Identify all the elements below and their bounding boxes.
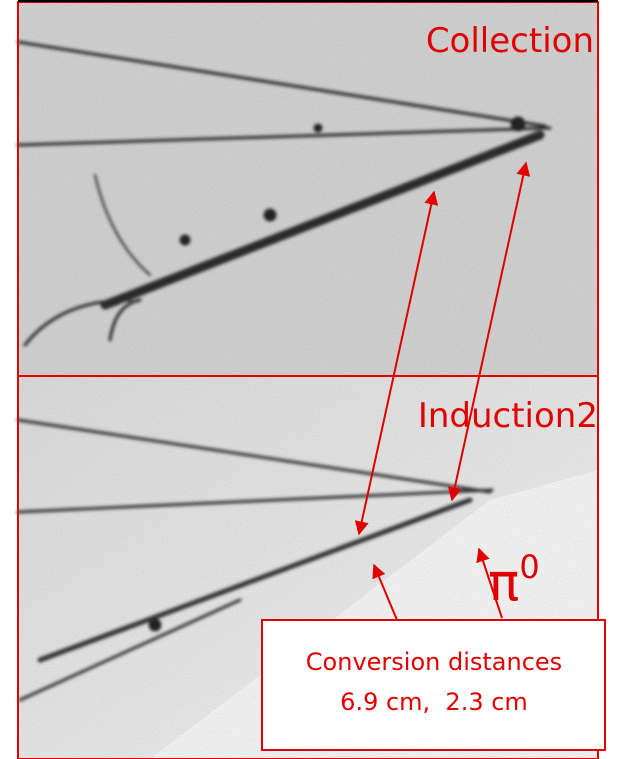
page: {"panels": [{"label": "Collection"}, {"l… — [0, 0, 627, 759]
superscript: 0 — [519, 548, 539, 586]
annotation-box: Conversion distances 6.9 cm, 2.3 cm — [262, 620, 605, 750]
box-title: Conversion distances — [306, 648, 562, 676]
collection-panel: Collection — [18, 1, 598, 376]
event-display: Collection Induction2 π0 Conversion dist… — [0, 0, 627, 759]
symbol: π — [488, 553, 519, 613]
panel-label: Induction2 — [418, 396, 598, 436]
panel-label: Collection — [426, 21, 594, 61]
box-values: 6.9 cm, 2.3 cm — [340, 688, 528, 716]
